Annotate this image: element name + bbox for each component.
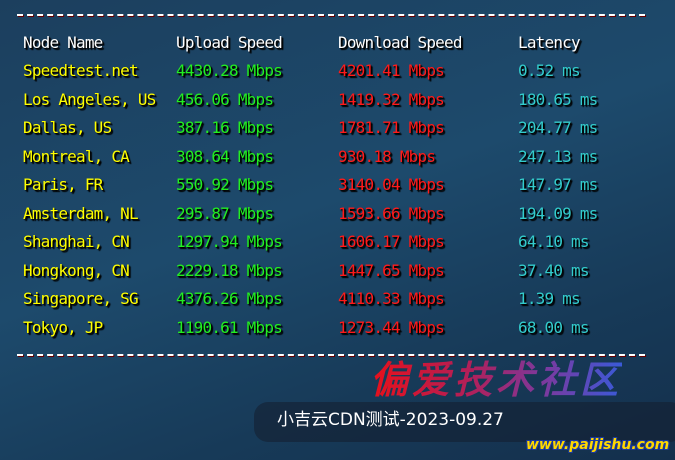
latency: 194.09 ms (518, 203, 598, 223)
upload-speed: 2229.18 Mbps (176, 260, 283, 280)
upload-speed: 387.16 Mbps (176, 118, 274, 137)
table-row: Shanghai, CN 1297.94 Mbps 1606.17 Mbps 64.1… (0, 229, 675, 255)
table-row: Montreal, CA 308.64 Mbps 930.18 Mbps 247.13… (0, 144, 675, 170)
watermark-logo: 偏爱技术社区 (370, 357, 623, 402)
download-speed: 930.18 Mbps (338, 146, 436, 166)
node-name: Tokyo, JP (23, 317, 103, 337)
table-header: Node Name Upload Speed Download Speed La… (0, 30, 675, 56)
download-speed: 4110.33 Mbps (338, 289, 445, 308)
latency: 247.13 ms (518, 146, 598, 166)
header-download-speed: Download Speed (338, 33, 462, 52)
caption-bar (254, 402, 675, 442)
latency: 204.77 ms (518, 118, 598, 137)
download-speed: 1606.17 Mbps (338, 232, 445, 251)
bottom-divider (17, 354, 645, 356)
node-name: Dallas, US (23, 118, 112, 137)
node-name: Singapore, SG (23, 289, 139, 308)
upload-speed: 456.06 Mbps (176, 89, 274, 109)
header-latency: Latency (518, 33, 581, 52)
download-speed: 4201.41 Mbps (338, 61, 445, 80)
node-name: Speedtest.net (23, 61, 139, 80)
download-speed: 3140.04 Mbps (338, 175, 445, 194)
latency: 147.97 ms (518, 175, 598, 194)
table-row: Speedtest.net 4430.28 Mbps 4201.41 Mbps 0.5… (0, 58, 675, 84)
upload-speed: 1190.61 Mbps (176, 317, 283, 337)
upload-speed: 550.92 Mbps (176, 175, 274, 194)
node-name: Paris, FR (23, 175, 103, 194)
latency: 180.65 ms (518, 89, 598, 109)
download-speed: 1447.65 Mbps (338, 260, 445, 280)
top-divider (17, 14, 645, 16)
table-row: Singapore, SG 4376.26 Mbps 4110.33 Mbps 1.3… (0, 286, 675, 312)
table-row: Paris, FR 550.92 Mbps 3140.04 Mbps 147.97 m… (0, 172, 675, 198)
watermark-url: www.paijishu.com (526, 437, 670, 453)
caption-text: 小吉云CDN测试-2023-09.27 (277, 410, 504, 430)
latency: 64.10 ms (518, 232, 589, 251)
latency: 68.00 ms (518, 317, 589, 337)
header-node-name: Node Name (23, 33, 103, 52)
table-row: Tokyo, JP 1190.61 Mbps 1273.44 Mbps 68.00 m… (0, 315, 675, 341)
table-row: Dallas, US 387.16 Mbps 1781.71 Mbps 204.77 … (0, 115, 675, 141)
download-speed: 1781.71 Mbps (338, 118, 445, 137)
download-speed: 1273.44 Mbps (338, 317, 445, 337)
upload-speed: 308.64 Mbps (176, 146, 274, 166)
node-name: Amsterdam, NL (23, 203, 139, 223)
upload-speed: 1297.94 Mbps (176, 232, 283, 251)
node-name: Shanghai, CN (23, 232, 130, 251)
upload-speed: 4430.28 Mbps (176, 61, 283, 80)
node-name: Los Angeles, US (23, 89, 156, 109)
download-speed: 1593.66 Mbps (338, 203, 445, 223)
download-speed: 1419.32 Mbps (338, 89, 445, 109)
table-row: Amsterdam, NL 295.87 Mbps 1593.66 Mbps 194.… (0, 201, 675, 227)
upload-speed: 4376.26 Mbps (176, 289, 283, 308)
table-row: Los Angeles, US 456.06 Mbps 1419.32 Mbps 18… (0, 87, 675, 113)
upload-speed: 295.87 Mbps (176, 203, 274, 223)
latency: 1.39 ms (518, 289, 581, 308)
latency: 37.40 ms (518, 260, 589, 280)
node-name: Montreal, CA (23, 146, 130, 166)
table-row: Hongkong, CN 2229.18 Mbps 1447.65 Mbps 37.4… (0, 258, 675, 284)
node-name: Hongkong, CN (23, 260, 130, 280)
latency: 0.52 ms (518, 61, 581, 80)
header-upload-speed: Upload Speed (176, 33, 283, 52)
